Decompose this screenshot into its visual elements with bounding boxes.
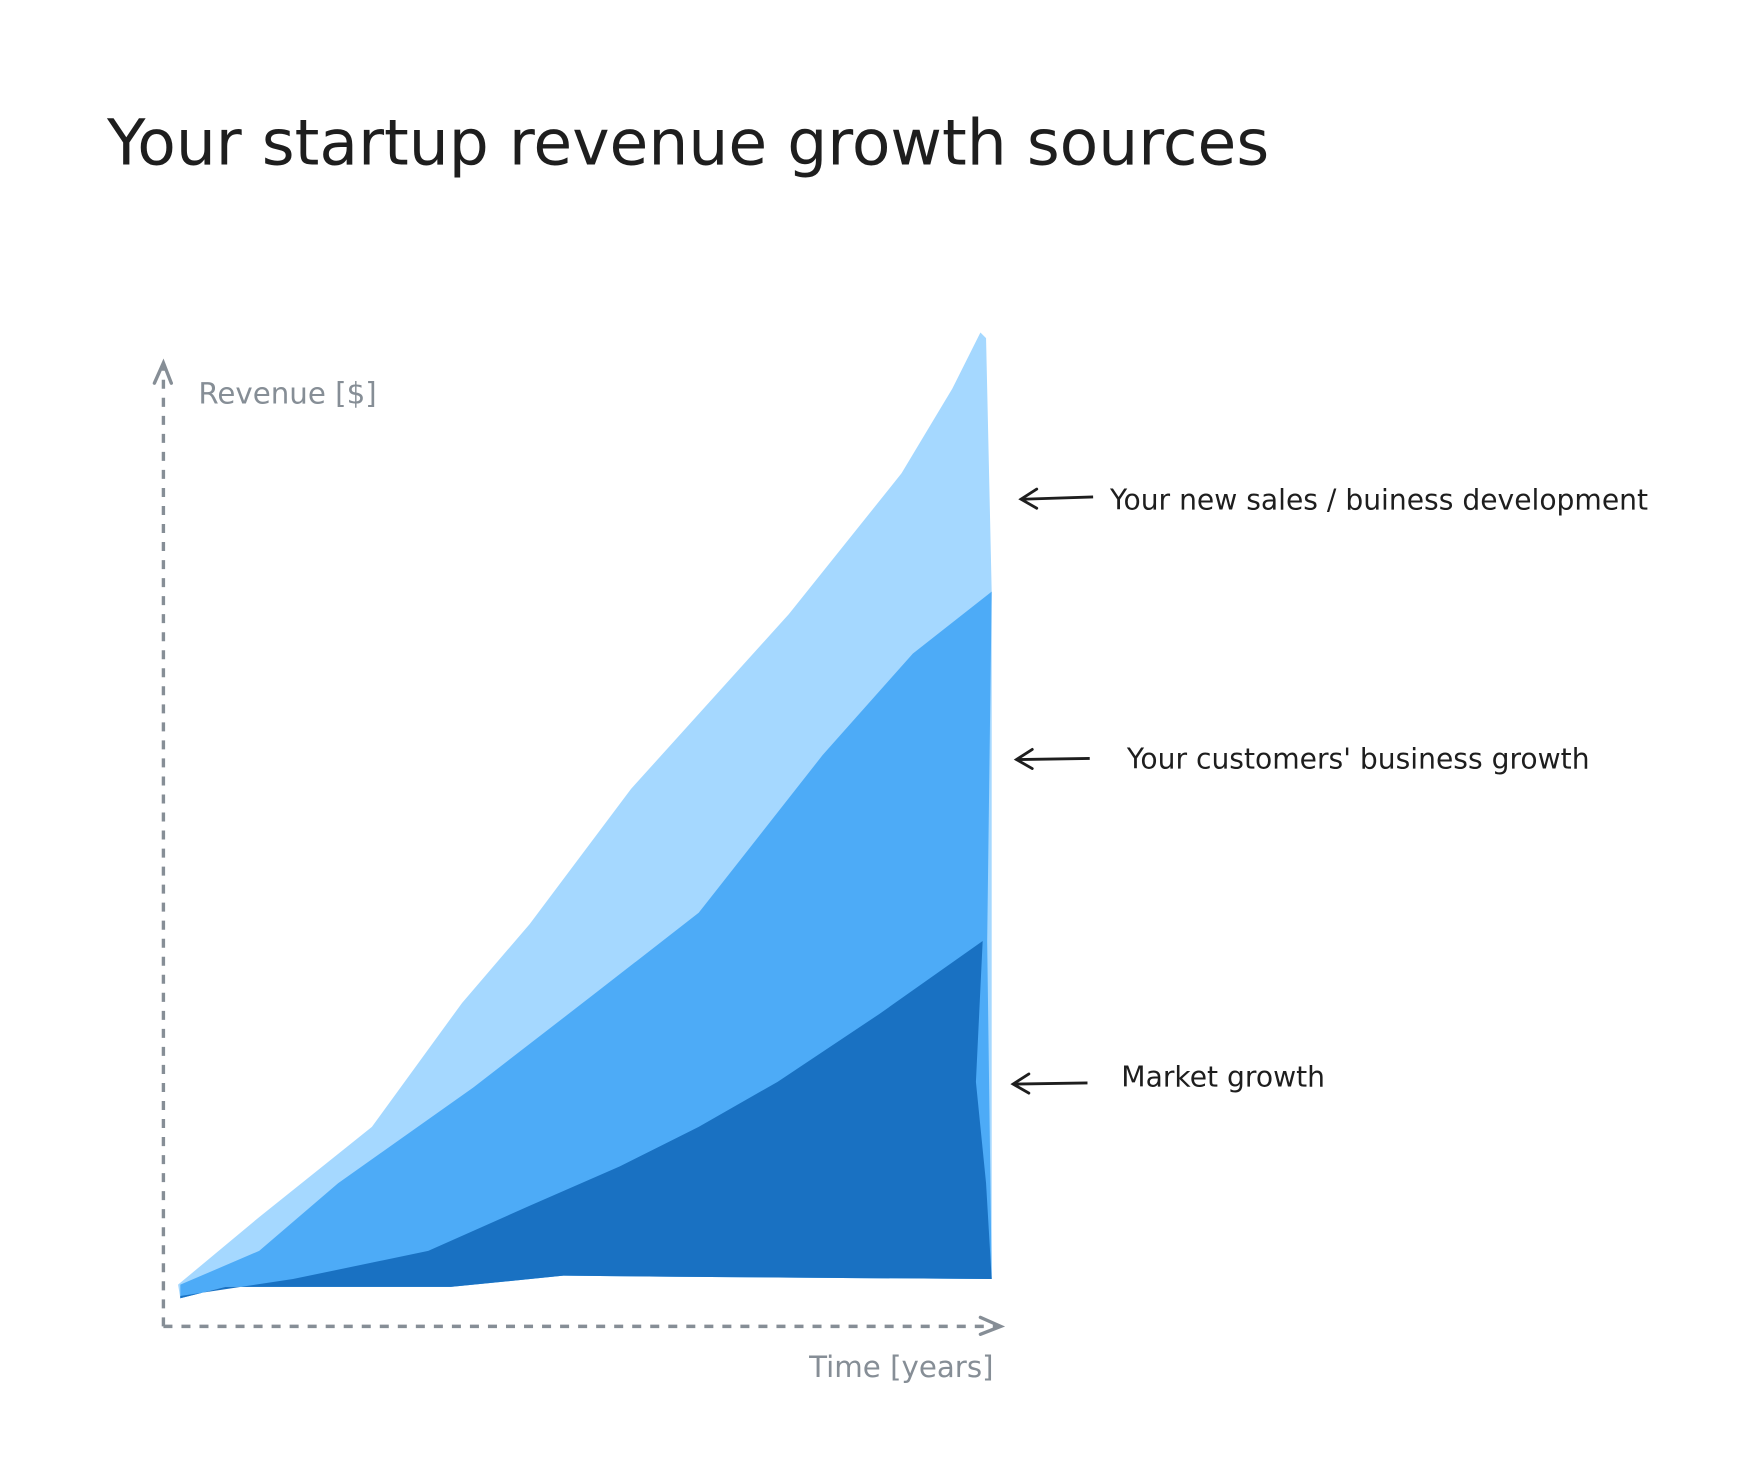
arrow	[1014, 1081, 1088, 1086]
title: Your startup revenue growth sources	[106, 106, 1269, 180]
y-axis-arrow	[152, 358, 173, 385]
layer-label: Your customers' business growth	[1126, 743, 1590, 776]
arrow-head	[1013, 747, 1034, 770]
x-axis-label: Time [years]	[808, 1350, 993, 1384]
arrow-head	[1018, 487, 1039, 510]
area-market-growth	[180, 940, 992, 1299]
arrow	[1022, 495, 1094, 501]
y-axis-label: Revenue [$]	[198, 376, 376, 410]
arrow-head	[1010, 1072, 1031, 1095]
x-axis-arrow	[978, 1315, 1006, 1336]
arrow	[1017, 757, 1090, 761]
layer-label: Market growth	[1121, 1060, 1325, 1093]
layer-label: Your new sales / buiness development	[1109, 483, 1648, 516]
